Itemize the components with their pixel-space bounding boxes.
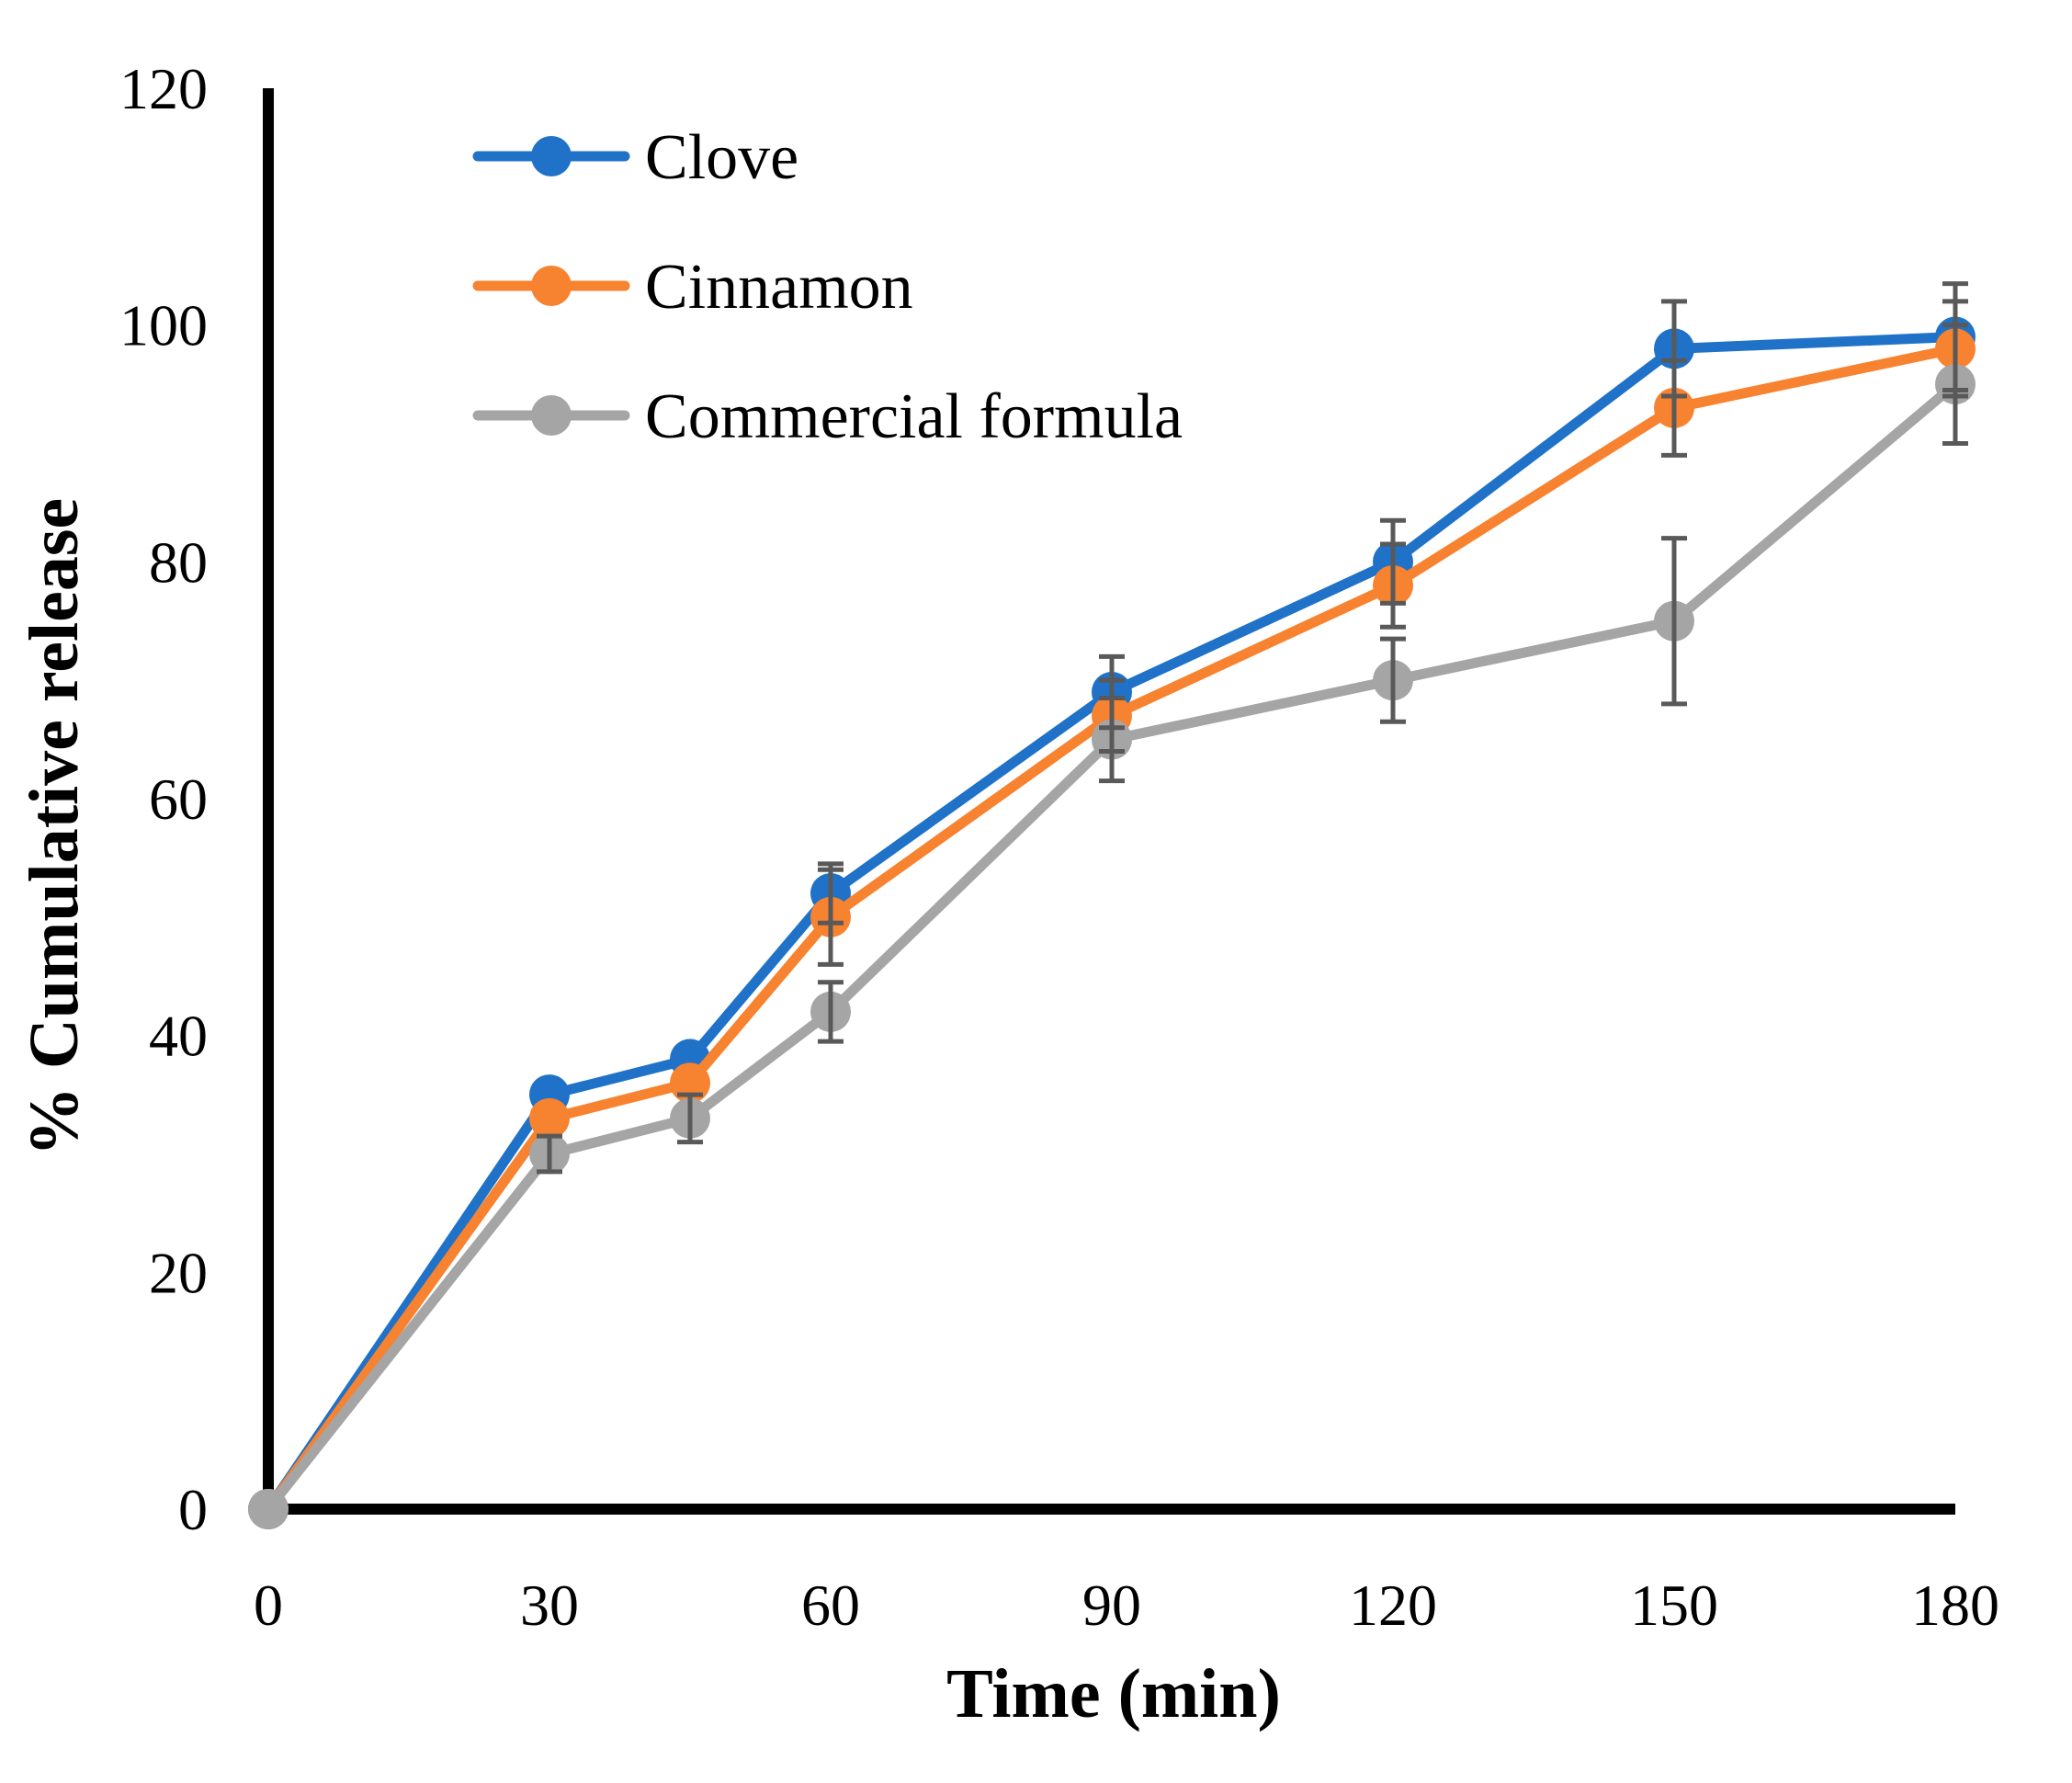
- error-bars-layer: [537, 281, 1968, 1175]
- data-point: [248, 1489, 289, 1529]
- legend-label: Commercial formula: [645, 381, 1183, 452]
- legend-label: Clove: [645, 122, 798, 193]
- y-axis-title: % Cumulative release: [16, 498, 93, 1156]
- x-tick-label: 150: [1630, 1573, 1718, 1638]
- data-point: [529, 1097, 570, 1139]
- y-tick-label: 120: [119, 56, 208, 121]
- legend-swatch-marker: [531, 266, 572, 306]
- series-layer: [248, 316, 1976, 1529]
- x-tick-label: 120: [1349, 1573, 1437, 1638]
- x-tick-label: 180: [1911, 1573, 1999, 1638]
- y-tick-label: 0: [178, 1477, 208, 1542]
- x-tick-label: 30: [520, 1573, 579, 1638]
- series-line-0: [263, 332, 1961, 1515]
- series-line-2: [263, 379, 1961, 1515]
- x-tick-label: 90: [1082, 1573, 1141, 1638]
- y-tick-label: 80: [149, 529, 208, 595]
- y-tick-label: 60: [149, 767, 208, 832]
- legend: Clove Cinnamon Commercial formula: [472, 122, 1183, 452]
- y-tick-label: 40: [149, 1004, 208, 1069]
- x-tick-label: 60: [801, 1573, 860, 1638]
- legend-swatch-marker: [531, 136, 572, 176]
- y-tick-label: 20: [149, 1240, 208, 1305]
- series-line-1: [263, 343, 1961, 1515]
- y-tick-label: 100: [119, 293, 208, 358]
- legend-swatch-marker: [531, 395, 572, 436]
- x-tick-label: 0: [254, 1573, 283, 1638]
- x-axis-title: Time (min): [946, 1655, 1281, 1732]
- legend-label: Cinnamon: [645, 252, 913, 323]
- axes-layer: 0 20 40 60 80 100 120 0 30 60 90 120 150 180: [119, 56, 1999, 1638]
